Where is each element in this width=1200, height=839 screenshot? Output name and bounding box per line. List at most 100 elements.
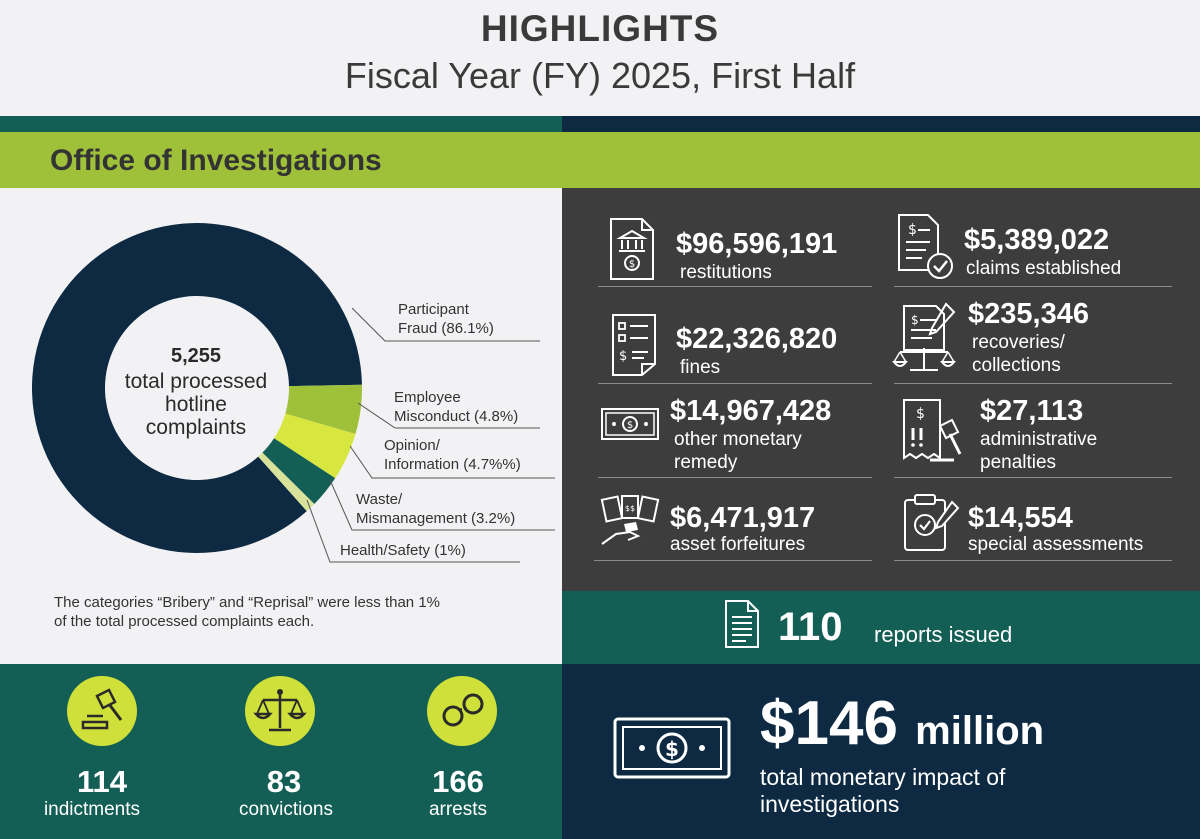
category-label-line: Waste/ [356,491,403,508]
other-monetary-label-2: remedy [674,452,738,473]
scales-document-icon: $ [891,302,957,371]
donut-slice-employee-misconduct [285,384,362,434]
reports-count: 110 [778,605,843,649]
divider [894,560,1172,561]
page-title: HIGHLIGHTS [480,8,720,49]
bank-document-icon: $ [610,218,654,280]
impact-amount: $146 million [760,688,1044,759]
asset-forfeitures-label: asset forfeitures [670,534,806,555]
svg-text:$: $ [627,420,633,431]
total-complaints-label-3: complaints [145,416,247,439]
svg-text:$: $ [911,313,919,327]
complaints-donut-chart [31,223,555,563]
clipboard-check-icon [904,494,960,551]
svg-text:$: $ [916,406,925,422]
reports-issued-band: 110 reports issued [562,591,1200,664]
receipt-gavel-icon: $ [903,399,962,462]
special-assessments-label: special assessments [968,534,1144,555]
handcuffs-icon [442,693,484,727]
svg-text:$: $ [629,259,635,270]
recoveries-value: $235,346 [968,298,1089,330]
document-check-icon: $ [898,214,953,279]
complaints-note: The categories “Bribery” and “Reprisal” … [54,593,524,631]
top-accent-bar-right [562,116,1200,132]
divider [894,477,1172,478]
donut-slice-health-safety [258,452,315,512]
fines-value: $22,326,820 [676,323,838,355]
gavel-icon [81,688,123,730]
category-label-line: Health/Safety (1%) [340,542,466,559]
category-label-line: Participant [398,301,469,318]
claims-value: $5,389,022 [964,224,1110,256]
svg-text:$: $ [619,349,627,364]
donut-slice-waste-mismanagement [262,438,336,504]
category-label-participant-fraud: Participant Fraud (86.1%) [398,300,494,338]
list-document-icon: $ [612,314,656,376]
asset-forfeitures-value: $6,471,917 [670,502,816,534]
category-label-line: Opinion/ [384,437,440,454]
monetary-results-panel: $ $96,596,191 restitutions $ $5,389,022 … [562,188,1200,591]
reports-label: reports issued [874,622,1013,647]
arrests-label: arrests [428,799,488,820]
impact-panel: $ $146 million total monetary impact of … [562,664,1200,839]
page-subtitle: Fiscal Year (FY) 2025, First Half [344,55,856,96]
indictments-number: 114 [76,764,127,799]
cash-icon: $ [613,717,731,779]
recoveries-label-1: recoveries/ [972,332,1065,353]
total-complaints-label-1: total processed [124,370,268,393]
convictions-number: 83 [266,764,302,799]
note-line: The categories “Bribery” and “Reprisal” … [54,594,440,611]
divider [894,286,1172,287]
total-complaints-number: 5,255 [170,345,222,367]
admin-penalties-label-2: penalties [980,452,1057,473]
impact-label-line: investigations [760,791,900,817]
arrests-number: 166 [432,764,484,799]
divider [894,383,1172,384]
report-document-icon [725,600,759,648]
admin-penalties-label-1: administrative [980,429,1098,450]
complaints-panel: 5,255 total processed hotline complaints… [0,188,562,664]
other-monetary-label-1: other monetary [674,429,802,450]
money-hand-icon: $$ [600,495,660,545]
divider [594,560,872,561]
svg-text:$: $ [908,222,917,238]
indictments-circle [67,676,137,746]
divider [598,477,872,478]
top-accent-bar-left [0,116,562,132]
header: HIGHLIGHTS Fiscal Year (FY) 2025, First … [0,0,1200,116]
category-label-line: Misconduct (4.8%) [394,408,519,425]
banknote-icon: $ [601,408,659,440]
section-band: Office of Investigations [0,132,1200,188]
scales-icon [253,689,307,732]
claims-label: claims established [966,258,1122,279]
indictments-label: indictments [43,799,141,820]
impact-label: total monetary impact of investigations [760,764,1005,818]
outcomes-panel: 114 indictments 83 convictions 166 arres… [0,664,562,839]
category-label-line: Information (4.7%%) [384,456,521,473]
donut-slice-participant-fraud [31,223,362,553]
arrests-circle [427,676,497,746]
svg-text:$$: $$ [625,504,635,513]
category-label-opinion: Opinion/ Information (4.7%%) [384,436,521,474]
category-label-employee-misconduct: Employee Misconduct (4.8%) [394,388,518,426]
special-assessments-value: $14,554 [968,502,1073,534]
convictions-label: convictions [239,799,333,820]
category-label-line: Employee [394,389,461,406]
svg-text:$: $ [665,737,679,761]
leader-line-participant-fraud [351,307,540,342]
restitutions-value: $96,596,191 [676,228,838,260]
section-title: Office of Investigations [50,144,382,177]
leader-line-employee-misconduct [357,402,540,429]
category-label-health: Health/Safety (1%) [340,541,466,560]
impact-amount-unit: million [915,709,1045,753]
note-line: of the total processed complaints each. [54,613,315,630]
category-label-waste: Waste/ Mismanagement (3.2%) [356,490,515,528]
total-complaints-label-2: hotline [165,393,227,416]
category-label-line: Fraud (86.1%) [398,320,494,337]
leader-line-waste [329,479,555,531]
leader-line-opinion [349,445,555,479]
restitutions-label: restitutions [680,262,772,283]
category-label-line: Mismanagement (3.2%) [356,510,516,527]
impact-label-line: total monetary impact of [760,764,1006,790]
other-monetary-value: $14,967,428 [670,395,832,427]
